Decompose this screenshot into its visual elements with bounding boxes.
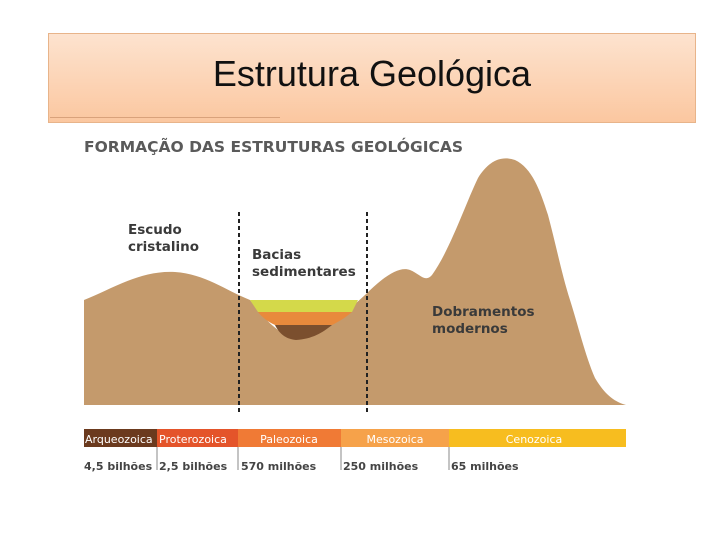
- era-mesozoica: [341, 429, 449, 447]
- era-label-paleozoica: Paleozoica: [260, 433, 318, 446]
- terrain-profile: [84, 158, 626, 405]
- era-cenozoica: [449, 429, 626, 447]
- era-label-proterozoica: Proterozoica: [159, 433, 227, 446]
- age-label-4: 250 milhões: [343, 460, 419, 473]
- age-label-1: 4,5 bilhões: [84, 460, 153, 473]
- era-proterozoica: [157, 429, 238, 447]
- era-label-mesozoica: Mesozoica: [366, 433, 423, 446]
- age-label-2: 2,5 bilhões: [159, 460, 228, 473]
- basin-layer-bottom: [275, 325, 332, 340]
- label-bacias-line2: sedimentares: [252, 264, 356, 280]
- era-timeline: Arqueozoica Proterozoica Paleozoica Meso…: [84, 429, 626, 447]
- basin-layer-middle: [258, 312, 352, 325]
- era-arqueozoica: [84, 429, 157, 447]
- label-bacias-line1: Bacias: [252, 247, 301, 263]
- title-underline: [50, 117, 280, 118]
- era-label-arqueozoica: Arqueozoica: [85, 433, 153, 446]
- basin-layer-top: [250, 300, 358, 312]
- label-escudo-line2: cristalino: [128, 239, 199, 255]
- timeline-ticks: [156, 447, 450, 470]
- label-escudo-line1: Escudo: [128, 222, 182, 238]
- era-label-cenozoica: Cenozoica: [506, 433, 563, 446]
- label-dobramentos-line1: Dobramentos: [432, 304, 535, 320]
- age-label-3: 570 milhões: [241, 460, 317, 473]
- title-banner: Estrutura Geológica: [48, 33, 696, 123]
- age-label-5: 65 milhões: [451, 460, 519, 473]
- era-paleozoica: [238, 429, 341, 447]
- label-dobramentos-line2: modernos: [432, 321, 508, 337]
- diagram-heading: FORMAÇÃO DAS ESTRUTURAS GEOLÓGICAS: [84, 137, 463, 156]
- slide-title: Estrutura Geológica: [212, 53, 532, 94]
